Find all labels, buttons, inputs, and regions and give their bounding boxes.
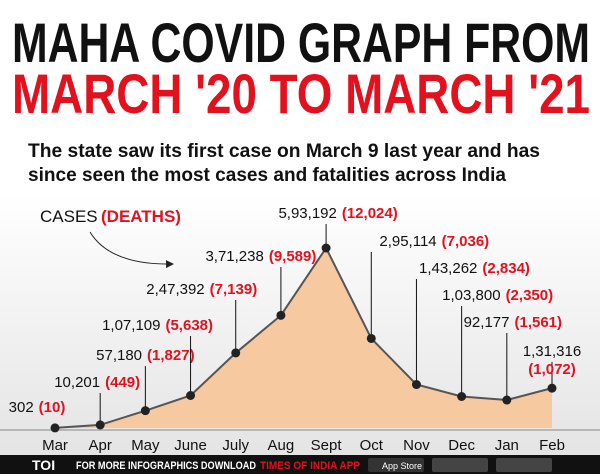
value-label: 92,177 (1,561) xyxy=(464,314,562,331)
chart-title: MAHA COVID GRAPH FROM xyxy=(12,11,590,74)
area-fill xyxy=(55,248,552,428)
value-label: 302 (10) xyxy=(9,399,66,416)
point xyxy=(547,383,557,393)
cases-label: 1,31,316 xyxy=(523,343,581,360)
value-label: 1,03,800 (2,350) xyxy=(442,287,553,304)
deaths-label: (2,834) xyxy=(482,260,530,277)
chart-title-line2: MARCH '20 TO MARCH '21 xyxy=(12,62,590,125)
x-tick-label: Apr xyxy=(89,437,112,454)
x-tick-label: Nov xyxy=(403,437,430,454)
area-line xyxy=(54,246,553,429)
point xyxy=(95,420,105,430)
x-tick-label: Jan xyxy=(495,437,519,454)
point xyxy=(186,390,196,400)
deaths-label: (7,036) xyxy=(442,233,490,250)
point xyxy=(321,243,331,253)
value-label: 2,95,114 (7,036) xyxy=(379,233,489,250)
point xyxy=(411,380,421,390)
x-tick-label: Mar xyxy=(42,437,68,454)
cases-label: 2,47,392 xyxy=(146,281,204,298)
deaths-label: (7,139) xyxy=(210,281,258,298)
store-text: App Store xyxy=(382,461,422,471)
point xyxy=(502,395,512,405)
legend-cases: CASES xyxy=(40,207,98,226)
deaths-label: (5,638) xyxy=(165,317,213,334)
deaths-label: (9,589) xyxy=(269,248,317,265)
cases-label: 1,07,109 xyxy=(102,317,160,334)
value-label: 2,47,392 (7,139) xyxy=(146,281,257,298)
cases-label: 1,03,800 xyxy=(442,287,500,304)
cases-label: 3,71,238 xyxy=(205,248,263,265)
store-badge xyxy=(496,458,552,472)
deaths-label: (12,024) xyxy=(342,205,398,222)
value-label: 3,71,238 (9,589) xyxy=(205,248,316,265)
deaths-label: (1,827) xyxy=(147,347,195,364)
footer-text: FOR MORE INFOGRAPHICS DOWNLOAD xyxy=(76,460,256,472)
cases-label: 57,180 xyxy=(96,347,142,364)
x-tick-label: Sept xyxy=(311,437,343,454)
cases-label: 92,177 xyxy=(464,314,510,331)
store-badge xyxy=(368,458,424,472)
subtitle: The state saw its first case on March 9 … xyxy=(28,141,540,162)
point xyxy=(366,333,376,343)
footer-app: TIMES OF INDIA APP xyxy=(260,460,360,472)
point xyxy=(50,423,60,433)
cases-label: 1,43,262 xyxy=(419,260,477,277)
deaths-label: (10) xyxy=(39,399,66,416)
x-tick-label: Oct xyxy=(360,437,384,454)
deaths-label: (1,561) xyxy=(514,314,562,331)
cases-label: 10,201 xyxy=(54,374,100,391)
cases-label: 302 xyxy=(9,399,34,416)
store-badge xyxy=(432,458,488,472)
x-tick-label: July xyxy=(222,437,249,454)
x-tick-label: May xyxy=(131,437,160,454)
value-label: 1,43,262 (2,834) xyxy=(419,260,530,277)
value-label: 57,180 (1,827) xyxy=(96,347,194,364)
value-label: 5,93,192 (12,024) xyxy=(278,205,397,222)
x-tick-label: June xyxy=(174,437,207,454)
deaths-label: (1,072) xyxy=(528,361,576,378)
point xyxy=(231,348,241,358)
legend-deaths: (DEATHS) xyxy=(101,207,181,226)
footer-logo: TOI xyxy=(32,457,55,473)
cases-label: 5,93,192 xyxy=(278,205,336,222)
value-label: 1,07,109 (5,638) xyxy=(102,317,213,334)
cases-label: 2,95,114 xyxy=(379,233,436,250)
x-tick-label: Aug xyxy=(268,437,295,454)
value-label: 10,201 (449) xyxy=(54,374,140,391)
point xyxy=(457,392,467,402)
point xyxy=(276,310,286,320)
point xyxy=(140,406,150,416)
x-tick-label: Dec xyxy=(448,437,475,454)
subtitle-line2: since seen the most cases and fatalities… xyxy=(28,165,506,186)
deaths-label: (2,350) xyxy=(506,287,554,304)
deaths-label: (449) xyxy=(105,374,140,391)
legend-arrow xyxy=(89,231,174,269)
x-tick-label: Feb xyxy=(539,437,565,454)
